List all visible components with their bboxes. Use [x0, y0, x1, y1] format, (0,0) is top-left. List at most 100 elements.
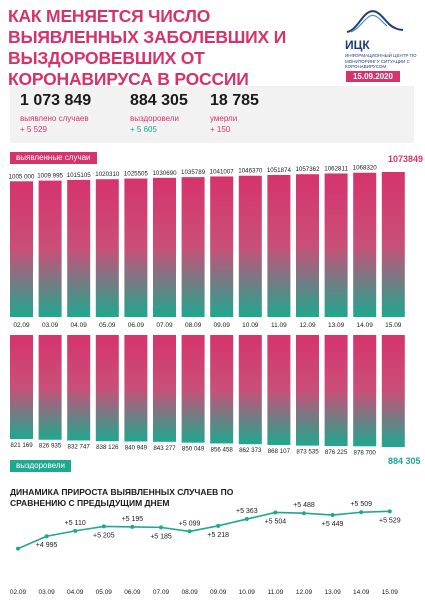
cases-bars: 1005 000 02.09 1009 995 03.09 1015105 04.09 10… [9, 165, 405, 329]
cases-date-label: 09.09 [214, 322, 231, 329]
logo-name: ИЦК [345, 38, 370, 52]
recovered-bar [296, 335, 319, 446]
dynamics-date-label: 09.09 [210, 589, 227, 596]
dynamics-value-label: +5 488 [293, 502, 315, 509]
stat-cases: 1 073 849 выявлено случаев + 5 529 [20, 92, 91, 134]
dynamics-line-group: 02.09 +4 995 03.09 +5 110 04.09 +5 205 05.09 +5… [10, 501, 401, 596]
cases-value-label: 1041007 [210, 168, 235, 175]
cases-bar [181, 177, 205, 317]
recovered-value-label: 838 126 [96, 444, 119, 451]
cases-bar [267, 174, 291, 317]
dynamics-value-label: +5 509 [350, 501, 372, 508]
cases-value-label: 1062811 [324, 165, 348, 172]
stat-recovered-label: выздоровели [130, 114, 179, 123]
dynamics-point [159, 525, 163, 530]
cases-value-label: 1005 000 [9, 173, 35, 180]
recovered-value-label: 856 458 [211, 446, 234, 453]
recovered-value-label: 878 700 [354, 449, 377, 456]
dynamics-value-label: +4 995 [36, 542, 58, 549]
dynamics-point [359, 510, 364, 515]
recovered-bar [381, 335, 405, 447]
dynamics-point [16, 546, 20, 551]
recovered-bar [324, 335, 348, 446]
dynamics-date-label: 02.09 [10, 589, 27, 596]
cases-value-label: 1068320 [353, 165, 378, 172]
stat-recovered-delta: + 5 605 [130, 125, 157, 134]
dynamics-date-label: 08.09 [181, 589, 198, 596]
cases-bar [296, 174, 319, 317]
dynamics-date-label: 13.09 [324, 589, 341, 596]
bars-chart: 1005 000 02.09 1009 995 03.09 1015105 04.09 10… [9, 165, 405, 456]
recovered-bar [38, 335, 62, 440]
dynamics-value-label: +5 504 [265, 518, 287, 525]
cases-date-label: 08.09 [185, 322, 202, 329]
dynamics-title: ДИНАМИКА ПРИРОСТА ВЫЯВЛЕННЫХ СЛУЧАЕВ ПО … [10, 487, 234, 508]
logo-wave-icon [346, 10, 404, 33]
cases-date-label: 04.09 [71, 322, 88, 329]
dynamics-point [273, 510, 278, 515]
cases-date-label: 14.09 [357, 322, 374, 329]
dynamics-value-label: +5 205 [93, 532, 115, 539]
stat-deaths-value: 18 785 [210, 92, 259, 109]
stat-cases-label: выявлено случаев [20, 114, 89, 123]
cases-date-label: 11.09 [271, 322, 287, 329]
dynamics-point [101, 524, 106, 529]
cases-value-label: 1030690 [152, 170, 177, 177]
cases-date-label: 02.09 [13, 322, 30, 329]
dynamics-line-chart: 02.09 +4 995 03.09 +5 110 04.09 +5 205 05.09 +5… [10, 501, 401, 596]
cases-value-label: 1025505 [124, 171, 149, 178]
cases-bar [10, 181, 33, 317]
dynamics-point [302, 511, 306, 516]
stat-deaths: 18 785 умерли + 150 [210, 92, 259, 134]
cases-bar [324, 173, 348, 317]
cases-bar [38, 180, 62, 317]
cases-bar [67, 179, 91, 317]
recovered-value-label: 843 277 [153, 445, 176, 452]
cases-bar [238, 175, 262, 317]
cases-bar [124, 178, 148, 317]
cases-date-label: 15.09 [385, 322, 402, 329]
cases-value-label: 1035789 [181, 169, 206, 176]
recovered-bar [67, 335, 91, 441]
cases-date-label: 07.09 [156, 322, 173, 329]
recovered-bar [210, 335, 234, 444]
dynamics-date-label: 11.09 [268, 589, 284, 596]
dynamics-date-label: 06.09 [124, 589, 141, 596]
dynamics-date-label: 04.09 [67, 589, 84, 596]
date-badge: 15.09.2020 [346, 71, 400, 82]
cases-value-label: 1020310 [95, 171, 120, 178]
recovered-value-label: 826 935 [39, 443, 62, 450]
recovered-bar [267, 335, 291, 445]
stat-deaths-label: умерли [210, 114, 238, 123]
recovered-value-label: 832 747 [68, 443, 91, 450]
dynamics-value-label: +5 449 [322, 521, 344, 528]
dynamics-point [330, 513, 335, 518]
recovered-value-label: 876 225 [325, 449, 348, 456]
dynamics-value-label: +5 363 [236, 508, 258, 515]
cases-bar [353, 172, 377, 317]
recovered-section-label: выздоровели [10, 460, 71, 472]
cases-value-label: 1057362 [295, 166, 320, 173]
recovered-bar [153, 335, 176, 442]
dynamics-date-label: 03.09 [38, 589, 55, 596]
stat-cases-value: 1 073 849 [20, 92, 92, 109]
dynamics-date-label: 12.09 [296, 589, 313, 596]
recovered-bar [238, 335, 262, 445]
dynamics-point [216, 523, 221, 528]
cases-date-label: 06.09 [128, 322, 145, 329]
recovered-bar [10, 335, 33, 440]
dynamics-point [244, 517, 249, 522]
dynamics-date-label: 15.09 [382, 589, 399, 596]
dynamics-date-label: 10.09 [239, 589, 256, 596]
summary-panel: 1 073 849 выявлено случаев + 5 529 884 3… [10, 86, 414, 143]
dynamics-line [17, 510, 390, 550]
dynamics-value-label: +5 099 [179, 520, 201, 527]
recovered-latest-value: 884 305 [388, 456, 421, 466]
recovered-bar [353, 335, 377, 447]
dynamics-point [73, 528, 78, 533]
recovered-bar [181, 335, 205, 443]
recovered-value-label: 868 107 [268, 448, 291, 455]
logo-subtitle: ИНФОРМАЦИОННЫЙ ЦЕНТР ПО МОНИТОРИНГУ СИТУ… [345, 53, 417, 69]
dynamics-date-label: 14.09 [353, 589, 370, 596]
dynamics-value-label: +5 529 [379, 517, 401, 524]
